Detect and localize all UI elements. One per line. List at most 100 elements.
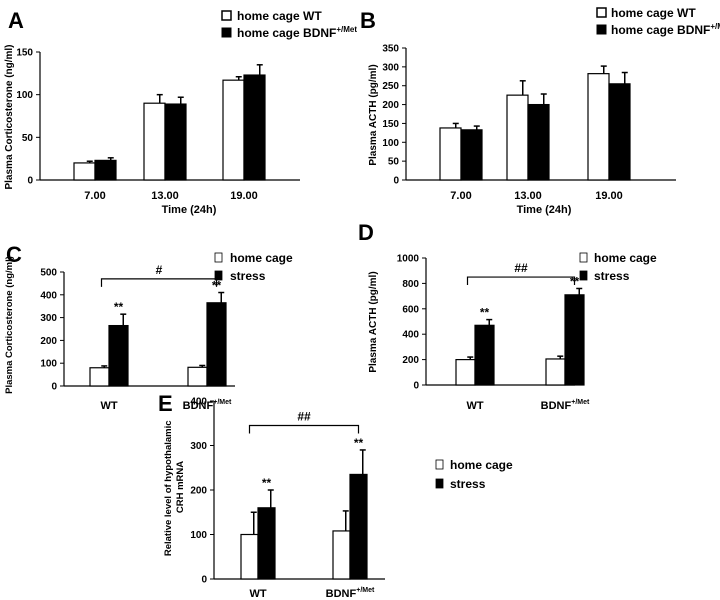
legend-swatch-home-cage xyxy=(214,252,223,263)
legend-swatch-home-cage-bdnf xyxy=(221,27,232,38)
y-tick-label: 50 xyxy=(388,157,400,168)
y-tick-label: 100 xyxy=(40,359,57,370)
y-tick-label: 100 xyxy=(190,530,207,541)
bar xyxy=(506,94,529,181)
category-label: 19.00 xyxy=(230,190,258,202)
y-tick-label: 50 xyxy=(22,133,34,144)
y-axis-label: Plasma Corticosterone (ng/ml) xyxy=(4,256,15,394)
significance-label: # xyxy=(156,263,163,277)
y-tick-label: 600 xyxy=(402,304,419,315)
significance-label: ## xyxy=(514,261,528,275)
legend-label-home-cage: home cage xyxy=(450,458,513,472)
significance-label: ## xyxy=(297,409,311,423)
significance-bracket xyxy=(100,278,218,287)
legend-label-home-cage-bdnf: home cage BDNF+/Met xyxy=(237,25,357,40)
x-axis-label: Time (24h) xyxy=(162,204,217,216)
panel-label-e: E xyxy=(158,391,173,416)
bar xyxy=(143,102,166,181)
bar xyxy=(89,367,110,387)
panel-e: E home cage stress Relative level of hyp… xyxy=(158,391,513,600)
bar xyxy=(108,324,129,387)
y-tick-label: 200 xyxy=(382,100,399,111)
bar xyxy=(545,358,566,386)
y-tick-label: 200 xyxy=(402,355,419,366)
bar xyxy=(349,473,368,580)
y-tick-label: 800 xyxy=(402,279,419,290)
legend-label-home-cage-bdnf: home cage BDNF+/Met xyxy=(611,22,720,37)
significance-label: ** xyxy=(354,436,364,450)
legend-label-stress: stress xyxy=(230,269,266,283)
legend-swatch-home-cage-wt xyxy=(221,10,232,21)
bar xyxy=(240,533,259,580)
legend-swatch-home-cage xyxy=(579,252,588,263)
bar xyxy=(474,324,495,386)
bar xyxy=(332,530,351,580)
y-tick-label: 400 xyxy=(402,330,419,341)
y-tick-label: 100 xyxy=(382,138,399,149)
y-tick-label: 200 xyxy=(190,486,207,497)
y-axis-label-line: CRH mRNA xyxy=(175,461,186,513)
significance-label: ** xyxy=(262,476,272,490)
significance-bracket xyxy=(248,424,360,434)
y-tick-label: 1000 xyxy=(397,254,420,265)
legend-swatch-home-cage-bdnf xyxy=(596,24,607,35)
y-tick-label: 0 xyxy=(51,382,57,393)
bar xyxy=(439,127,462,181)
y-tick-label: 0 xyxy=(393,176,399,187)
bar xyxy=(587,73,610,181)
y-tick-label: 300 xyxy=(190,441,207,452)
significance-bracket xyxy=(466,276,576,286)
category-label: 13.00 xyxy=(514,190,542,202)
category-label: BDNF+/Met xyxy=(326,587,375,600)
bar xyxy=(187,366,208,387)
y-tick-label: 0 xyxy=(201,575,207,586)
y-tick-label: 250 xyxy=(382,81,399,92)
y-axis-label-line: Relative level of hypothalamic xyxy=(163,420,174,556)
y-tick-label: 100 xyxy=(16,90,33,101)
category-label: WT xyxy=(249,588,266,600)
bar xyxy=(608,83,631,181)
category-label: BDNF+/Met xyxy=(541,399,590,412)
significance-label: ** xyxy=(114,300,124,314)
bar xyxy=(73,162,96,181)
panel-label-d: D xyxy=(358,220,374,245)
category-label: 7.00 xyxy=(84,190,105,202)
bar xyxy=(460,129,483,181)
panel-label-c: C xyxy=(6,242,22,267)
legend-swatch-stress xyxy=(435,478,444,489)
bar xyxy=(206,302,227,387)
bar xyxy=(222,79,245,181)
panel-d: D home cage stress Plasma ACTH (pg/ml) 0… xyxy=(358,220,657,412)
y-axis-label: Relative level of hypothalamic CRH mRNA xyxy=(163,418,186,556)
category-label: 13.00 xyxy=(151,190,179,202)
bar xyxy=(527,103,550,181)
panel-a: A home cage WT home cage BDNF+/Met Plasm… xyxy=(4,8,357,216)
x-axis-label: Time (24h) xyxy=(517,204,572,216)
category-label: 19.00 xyxy=(595,190,623,202)
legend-swatch-home-cage xyxy=(435,459,444,470)
bar xyxy=(257,507,276,580)
panel-label-b: B xyxy=(360,8,376,33)
y-tick-label: 150 xyxy=(382,119,399,130)
bar xyxy=(94,159,117,181)
legend-label-stress: stress xyxy=(594,269,630,283)
legend-swatch-home-cage-wt xyxy=(596,7,607,18)
legend-label-home-cage-wt: home cage WT xyxy=(237,9,322,23)
bar xyxy=(164,103,187,181)
legend-label-home-cage: home cage xyxy=(230,251,293,265)
significance-label: ** xyxy=(480,306,490,320)
y-tick-label: 400 xyxy=(40,290,57,301)
y-tick-label: 0 xyxy=(413,381,419,392)
y-tick-label: 200 xyxy=(40,336,57,347)
legend-swatch-stress xyxy=(579,270,588,281)
panel-b: B home cage WT home cage BDNF+/Met Plasm… xyxy=(360,6,720,216)
y-tick-label: 300 xyxy=(40,313,57,324)
legend-label-home-cage: home cage xyxy=(594,251,657,265)
y-tick-label: 400 xyxy=(190,397,207,408)
y-tick-label: 350 xyxy=(382,44,399,55)
y-tick-label: 500 xyxy=(40,268,57,279)
legend-swatch-stress xyxy=(214,270,223,281)
bar xyxy=(455,359,476,386)
y-tick-label: 0 xyxy=(27,176,33,187)
